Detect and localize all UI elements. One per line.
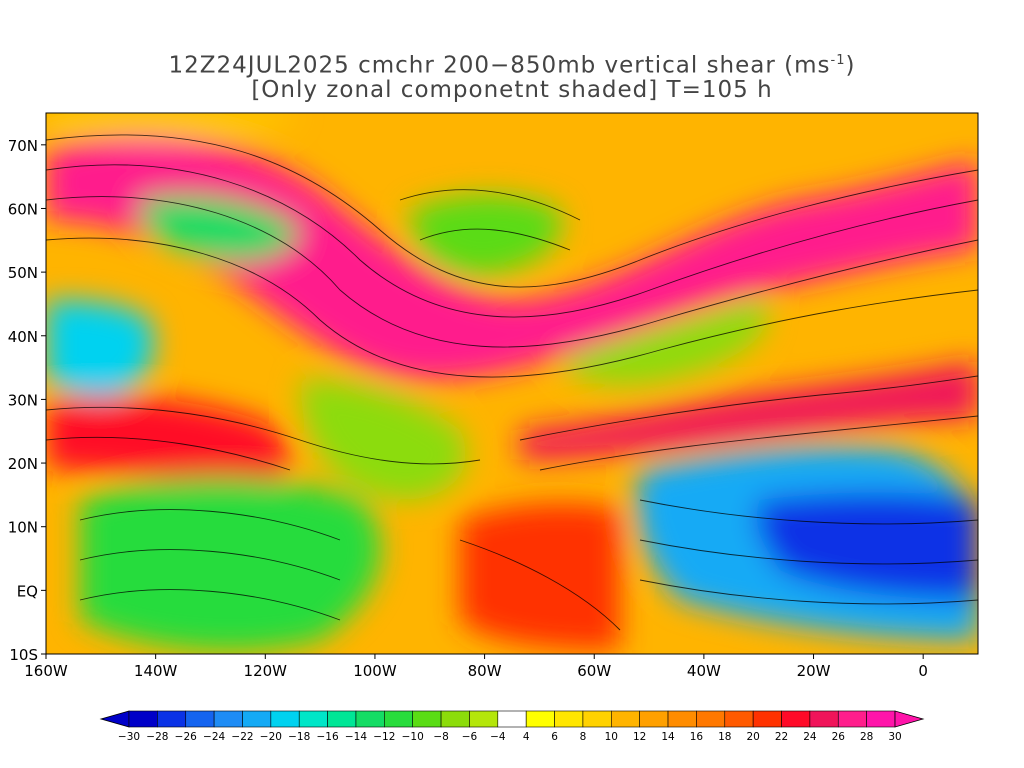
colorbar-tick-label: −12 [373,731,395,743]
lat-tick-label: 10S [9,646,38,664]
colorbar-segment [809,710,839,728]
colorbar-tick-label: 22 [775,731,788,743]
colorbar-segment [298,710,328,728]
colorbar-segment [554,710,584,728]
lat-tick-label: 10N [8,519,38,537]
colorbar-segment [781,710,811,728]
colorbar-segment [639,710,669,728]
colorbar-segment [440,710,470,728]
lon-tick-label: 160W [24,662,68,680]
colorbar-tick-label: 30 [888,731,901,743]
colorbar-tick-label: −30 [118,731,140,743]
lat-tick-label: 70N [8,137,38,155]
colorbar-tick-label: −24 [203,731,225,743]
longitude-axis: 160W 140W 120W 100W 80W 60W 40W 20W 0 [24,654,928,680]
colorbar-tick-label: 14 [661,731,675,743]
map-title-line1: 12Z24JUL2025 cmchr 200−850mb vertical sh… [168,52,856,79]
colorbar-segment [355,710,385,728]
colorbar-tick-label: −8 [433,731,448,743]
lat-tick-label: 40N [8,328,38,346]
colorbar-tick-label: 26 [832,731,846,743]
latitude-axis: 70N 60N 50N 40N 30N 20N 10N EQ 10S [8,137,46,664]
colorbar-tick-label: −6 [462,731,478,743]
colorbar-tick-label: 16 [690,731,704,743]
colorbar-tick-label: 6 [551,731,558,743]
colorbar-segment [213,710,243,728]
colorbar-segment [525,710,555,728]
colorbar-segment [412,710,442,728]
colorbar-tick-label: −28 [146,731,168,743]
colorbar-tick-label: −16 [317,731,339,743]
colorbar-segment [242,710,272,728]
map-title-line2: [Only zonal componetnt shaded] T=105 h [251,77,773,103]
colorbar-tick-label: −10 [402,731,424,743]
colorbar-segment [582,710,612,728]
colorbar: −30 −28 −26 −24 −22 −20 −18 −16 −14 −12 −10 −8 −6 −4 4… [99,710,925,743]
lon-tick-label: 0 [918,662,928,680]
lon-tick-label: 120W [244,662,288,680]
colorbar-tick-label: 28 [860,731,873,743]
colorbar-tick-label: −14 [345,731,367,743]
lat-tick-label: 20N [8,455,38,473]
colorbar-tick-label: −20 [260,731,282,743]
lon-tick-label: 80W [468,662,502,680]
colorbar-tick-label: −18 [288,731,310,743]
map-frame [45,112,979,655]
colorbar-segment [752,710,782,728]
colorbar-right-arrow [894,710,925,728]
colorbar-segment [270,710,300,728]
colorbar-segment [185,710,215,728]
colorbar-segment [157,710,187,728]
lat-tick-label: 50N [8,264,38,282]
shaded-field [46,113,978,654]
colorbar-segment [469,710,499,728]
colorbar-tick-label: −4 [490,731,506,743]
colorbar-tick-label: 18 [718,731,731,743]
lon-tick-label: 140W [134,662,178,680]
colorbar-tick-label: 24 [803,731,817,743]
lon-tick-label: 100W [353,662,397,680]
colorbar-segment [327,710,357,728]
colorbar-segment [837,710,867,728]
colorbar-segment [696,710,726,728]
lon-tick-label: 40W [687,662,721,680]
lon-tick-label: 20W [797,662,831,680]
colorbar-segment [667,710,697,728]
lat-tick-label: 30N [8,391,38,409]
colorbar-tick-label: 8 [580,731,587,743]
colorbar-tick-label: 12 [633,731,646,743]
lat-tick-label: 60N [8,200,38,218]
colorbar-segment [724,710,754,728]
streamlines [46,134,978,631]
colorbar-segment [128,710,158,728]
lat-tick-label: EQ [17,582,38,600]
colorbar-tick-label: 20 [746,731,759,743]
colorbar-tick-label: 4 [523,731,530,743]
colorbar-segment [384,710,414,728]
colorbar-segment [866,710,896,728]
lon-tick-label: 60W [577,662,611,680]
colorbar-segment [497,710,527,728]
colorbar-tick-label: 10 [605,731,618,743]
colorbar-left-arrow [99,710,130,728]
colorbar-segment [610,710,640,728]
colorbar-tick-label: −22 [231,731,253,743]
colorbar-tick-label: −26 [175,731,197,743]
